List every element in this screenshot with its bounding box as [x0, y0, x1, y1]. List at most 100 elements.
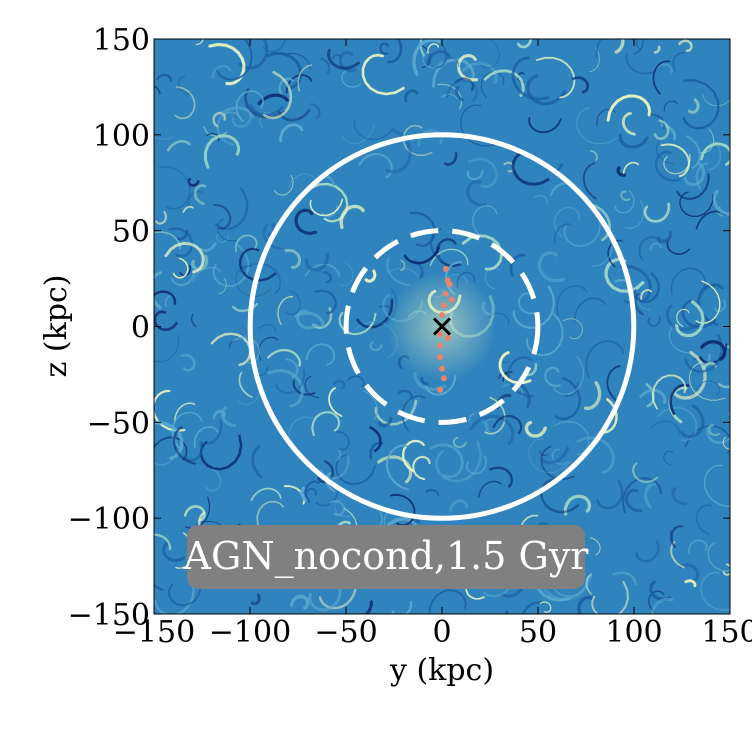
flow-streak [717, 343, 730, 389]
flow-streak [466, 169, 484, 181]
flow-streak [154, 85, 161, 95]
flow-streak [460, 104, 501, 147]
flow-streak [192, 267, 222, 283]
flow-streak [311, 411, 341, 437]
flow-streak [195, 39, 204, 45]
flow-streak [533, 194, 548, 205]
flow-streak [250, 593, 261, 606]
flow-streak [507, 356, 534, 398]
flow-streak [703, 464, 730, 508]
flow-streak [654, 63, 674, 74]
flow-streak [154, 271, 162, 310]
flow-streak [401, 395, 426, 432]
flow-streak [425, 49, 451, 65]
flow-streak [294, 311, 326, 328]
flow-streak [622, 161, 639, 174]
flow-streak [452, 436, 467, 449]
flow-streak [363, 390, 378, 421]
outer-circle [247, 132, 637, 521]
flow-streak [403, 246, 440, 265]
flow-streak [699, 142, 730, 166]
flow-streak [684, 579, 697, 588]
flow-streak [154, 290, 177, 305]
flow-streak [385, 444, 410, 491]
flow-streak [400, 259, 406, 272]
flow-streak [309, 198, 344, 217]
x-tick-label: −150 [113, 615, 195, 650]
flow-streak [713, 299, 726, 312]
flow-streak [633, 39, 644, 55]
flow-streak [675, 300, 705, 338]
flow-streak [511, 56, 550, 101]
flow-streak [200, 419, 223, 446]
flow-streak [483, 586, 512, 598]
annotation-text: AGN_nocond,1.5 Gyr [183, 534, 590, 579]
flow-streak [437, 83, 463, 110]
flow-streak [212, 409, 226, 420]
flow-streak [468, 413, 475, 422]
flow-streak [480, 71, 505, 99]
flow-streak [193, 184, 207, 206]
center-dot [440, 302, 447, 309]
flow-streak [211, 64, 232, 79]
axis-ticks [153, 38, 731, 615]
flow-streak [172, 426, 197, 465]
flow-streak [582, 162, 597, 200]
flow-streak [297, 64, 313, 92]
flow-streak [553, 420, 590, 456]
flow-streak [446, 79, 479, 102]
flow-streak [484, 418, 496, 434]
flow-streak [589, 47, 600, 73]
center-dot [446, 281, 453, 288]
y-tick-label: −100 [68, 502, 150, 537]
flow-streak [317, 460, 335, 483]
flow-streak [655, 140, 675, 164]
center-dot [437, 386, 444, 393]
flow-streak [266, 348, 302, 367]
flow-streak [712, 189, 730, 216]
flow-streak [602, 398, 618, 434]
flow-streak [338, 50, 358, 73]
flow-streak [606, 94, 652, 122]
flow-streak [656, 231, 673, 243]
flow-streak [702, 94, 730, 107]
flow-streak [577, 595, 594, 614]
flow-streak [164, 241, 205, 274]
flow-streak [358, 153, 393, 179]
flow-streak [688, 362, 726, 401]
center-dot [442, 290, 449, 297]
flow-streak [221, 106, 255, 119]
flow-streak [257, 93, 289, 106]
flow-streak [553, 206, 581, 238]
flow-streak [707, 542, 730, 572]
flow-streak [289, 594, 310, 610]
flow-streak [640, 289, 653, 300]
flow-streak [294, 208, 318, 235]
flow-streak [525, 362, 538, 377]
flow-streak [263, 70, 293, 120]
flow-streak [304, 375, 320, 399]
flow-streak [587, 202, 611, 242]
flow-streak [300, 486, 308, 502]
flow-streak [651, 374, 687, 410]
flow-streak [551, 448, 570, 466]
flow-streak [539, 450, 549, 456]
flow-streak [576, 436, 615, 474]
flow-streak [670, 267, 707, 296]
flow-streak [539, 601, 552, 613]
flow-streak [706, 412, 730, 445]
flow-streak [528, 438, 571, 474]
flow-streak [665, 304, 700, 332]
flow-streak [212, 244, 250, 287]
flow-streak [409, 211, 436, 248]
flow-streak [329, 500, 346, 517]
flow-streak [279, 123, 304, 143]
flow-streak [315, 289, 337, 315]
flow-streak [412, 39, 441, 76]
flow-streak [681, 299, 717, 329]
flow-streak [171, 269, 196, 286]
flow-streak [274, 174, 294, 196]
flow-streak [618, 134, 649, 149]
flow-streak [190, 313, 197, 328]
y-tick-label: 50 [112, 215, 150, 250]
